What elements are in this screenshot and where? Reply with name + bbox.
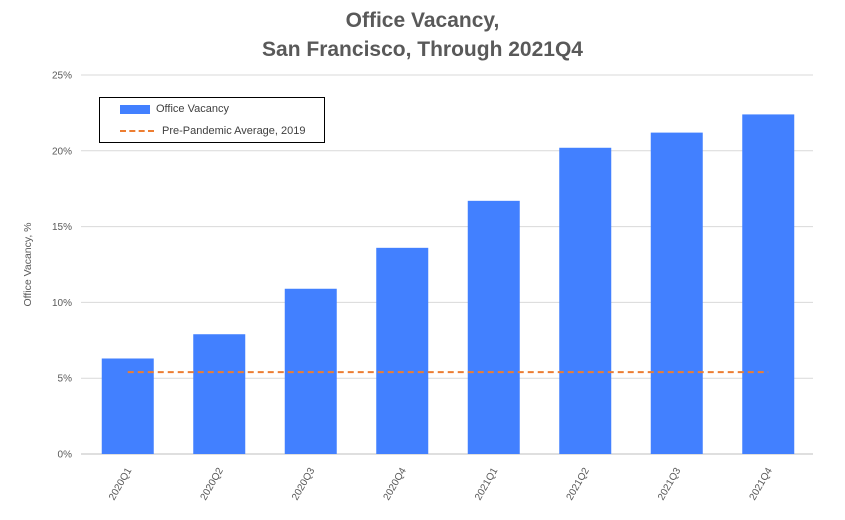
y-tick-label: 5% bbox=[58, 374, 73, 385]
bar-2020Q2 bbox=[193, 334, 246, 454]
legend-swatch-bar bbox=[120, 104, 150, 114]
x-tick-label: 2021Q3 bbox=[656, 466, 684, 503]
x-tick-label: 2021Q2 bbox=[565, 466, 593, 503]
legend-label-pre-pandemic-average: Pre-Pandemic Average, 2019 bbox=[162, 125, 306, 137]
y-tick-label: 15% bbox=[52, 222, 72, 233]
legend-item-office-vacancy: Office Vacancy bbox=[120, 102, 229, 116]
bar-2021Q2 bbox=[559, 147, 612, 454]
y-tick-label: 10% bbox=[52, 298, 72, 309]
chart-title-line-2: San Francisco, Through 2021Q4 bbox=[262, 38, 583, 61]
bar-2021Q3 bbox=[650, 132, 703, 454]
bar-2021Q4 bbox=[742, 114, 795, 454]
y-axis-title: Office Vacancy, % bbox=[22, 222, 34, 306]
y-tick-label: 0% bbox=[58, 450, 73, 461]
legend-item-pre-pandemic-average: Pre-Pandemic Average, 2019 bbox=[120, 124, 306, 138]
legend-label-office-vacancy: Office Vacancy bbox=[156, 103, 229, 115]
x-tick-label: 2020Q3 bbox=[290, 466, 318, 503]
bar-2020Q1 bbox=[101, 358, 154, 454]
bar-2021Q1 bbox=[467, 200, 520, 454]
chart-title-line-1: Office Vacancy, bbox=[345, 9, 500, 32]
x-tick-label: 2021Q4 bbox=[748, 466, 776, 503]
y-tick-label: 25% bbox=[52, 71, 72, 82]
x-tick-label: 2021Q1 bbox=[473, 466, 501, 503]
chart-legend: Office Vacancy Pre-Pandemic Average, 201… bbox=[99, 97, 325, 143]
x-tick-label: 2020Q2 bbox=[199, 466, 227, 503]
chart-title: Office Vacancy, San Francisco, Through 2… bbox=[0, 6, 845, 64]
x-tick-label: 2020Q4 bbox=[382, 466, 410, 503]
legend-swatch-dashed-line bbox=[120, 130, 154, 132]
x-tick-label: 2020Q1 bbox=[107, 466, 135, 503]
y-tick-label: 20% bbox=[52, 146, 72, 157]
bar-2020Q4 bbox=[376, 247, 429, 454]
